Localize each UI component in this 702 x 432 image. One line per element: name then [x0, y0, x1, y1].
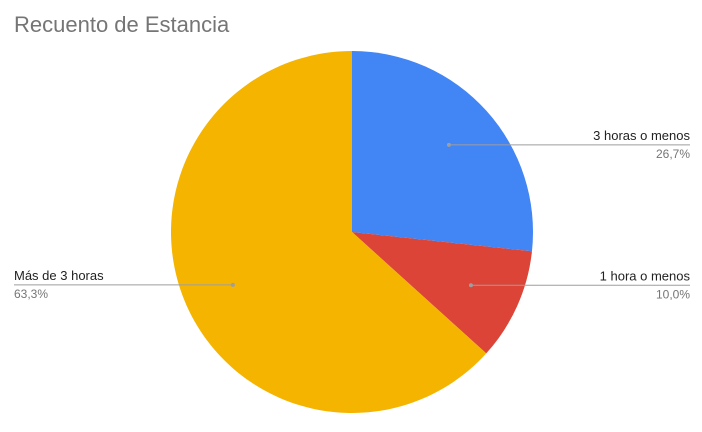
pie-slices: [171, 51, 533, 414]
slice-label-1-hora-o-menos: 1 hora o menos: [600, 268, 691, 283]
slice-value-3-horas-o-menos: 26,7%: [656, 147, 690, 161]
chart-title: Recuento de Estancia: [14, 12, 230, 37]
pie-slice-1-hora-o-menos: [352, 232, 532, 354]
slice-value-1-hora-o-menos: 10,0%: [656, 287, 690, 301]
slice-label-mas-de-3-horas: Más de 3 horas: [14, 268, 104, 283]
slice-labels: 3 horas o menos 26,7% 1 hora o menos 10,0% M…: [14, 128, 690, 301]
pie-slice-mas-de-3-horas: [171, 51, 487, 414]
slice-value-mas-de-3-horas: 63,3%: [14, 287, 48, 301]
slice-label-3-horas-o-menos: 3 horas o menos: [593, 128, 690, 143]
pie-slice-3-horas-o-menos: [352, 51, 533, 252]
